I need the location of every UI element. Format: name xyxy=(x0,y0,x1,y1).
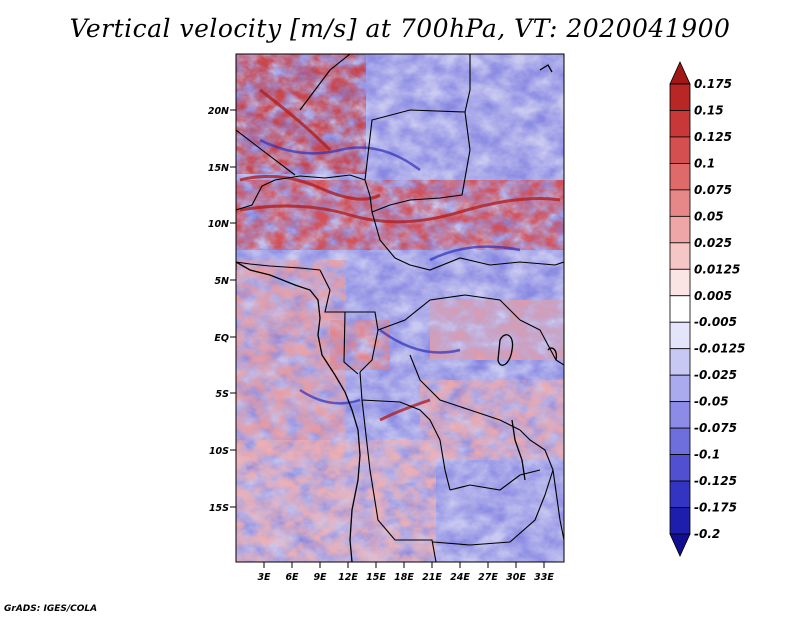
lat-label-20n: 20N xyxy=(208,106,229,117)
colorbar-label: -0.075 xyxy=(694,421,737,435)
colorbar-swatch xyxy=(669,163,691,191)
lon-label-6e: 6E xyxy=(285,572,299,583)
colorbar-label: -0.175 xyxy=(694,501,737,515)
colorbar-label: -0.1 xyxy=(694,448,720,462)
lat-ticks xyxy=(230,109,236,508)
lat-label-5n: 5N xyxy=(214,276,229,287)
lat-label-eq: EQ xyxy=(214,333,229,344)
colorbar-swatch xyxy=(669,215,691,244)
colorbar-swatch xyxy=(669,533,691,557)
colorbar-label: 0.025 xyxy=(694,236,732,250)
lat-label-15n: 15N xyxy=(208,163,229,174)
colorbar-label: -0.05 xyxy=(694,395,729,409)
colorbar-swatch xyxy=(669,427,691,455)
lat-label-10s: 10S xyxy=(209,446,229,457)
colorbar-label: -0.005 xyxy=(694,315,737,329)
colorbar-swatch xyxy=(669,136,691,164)
velocity-field xyxy=(236,54,564,562)
colorbar-label: 0.075 xyxy=(694,183,732,197)
colorbar-label: 0.05 xyxy=(694,209,724,223)
lon-label-30e: 30E xyxy=(506,572,526,583)
colorbar-label: -0.125 xyxy=(694,474,737,488)
lat-labels: 20N 15N 10N 5N EQ 5S 10S 15S xyxy=(208,106,229,514)
lon-ticks xyxy=(263,562,545,568)
lon-label-3e: 3E xyxy=(257,572,271,583)
country-borders xyxy=(236,54,564,562)
colorbar: 0.175 0.15 0.125 0.1 0.075 0.05 0.025 0.0125 0.0… xyxy=(669,61,745,557)
colorbar-swatch xyxy=(669,374,691,403)
colorbar-swatch xyxy=(669,242,691,270)
map-frame xyxy=(235,53,565,563)
colorbar-label: 0.15 xyxy=(694,103,724,117)
lon-label-33e: 33E xyxy=(534,572,554,583)
chart-title: Vertical velocity [m/s] at 700hPa, VT: 2… xyxy=(69,14,731,43)
colorbar-label: 0.175 xyxy=(694,77,732,91)
colorbar-label: 0.125 xyxy=(694,130,732,144)
lon-label-9e: 9E xyxy=(313,572,327,583)
colorbar-swatch xyxy=(669,321,691,350)
lat-label-15s: 15S xyxy=(209,503,229,514)
colorbar-swatch xyxy=(669,61,691,85)
colorbar-label: 0.1 xyxy=(694,156,715,170)
colorbar-swatch xyxy=(669,401,691,429)
lat-label-5s: 5S xyxy=(216,389,230,400)
lat-label-10n: 10N xyxy=(208,219,229,230)
lon-label-12e: 12E xyxy=(338,572,358,583)
lon-label-18e: 18E xyxy=(394,572,414,583)
colorbar-label: -0.025 xyxy=(694,368,737,382)
colorbar-swatch xyxy=(669,507,691,535)
grads-credit: GrADS: IGES/COLA xyxy=(4,604,98,614)
colorbar-label: 0.005 xyxy=(694,289,732,303)
colorbar-label: -0.2 xyxy=(694,527,720,541)
lon-label-21e: 21E xyxy=(422,572,442,583)
colorbar-label: -0.0125 xyxy=(694,342,745,356)
lon-labels: 3E 6E 9E 12E 15E 18E 21E 24E 27E 30E 33E xyxy=(257,572,554,583)
colorbar-swatch xyxy=(669,295,691,323)
lon-label-27e: 27E xyxy=(478,572,498,583)
colorbar-swatch xyxy=(669,454,691,482)
lon-label-24e: 24E xyxy=(450,572,470,583)
colorbar-swatch xyxy=(669,83,691,111)
colorbar-swatch xyxy=(669,189,691,217)
coastline xyxy=(236,64,558,562)
lon-label-15e: 15E xyxy=(366,572,386,583)
colorbar-swatch xyxy=(669,268,691,297)
colorbar-swatch xyxy=(669,480,691,508)
colorbar-swatch xyxy=(669,348,691,376)
colorbar-swatch xyxy=(669,110,691,138)
colorbar-label: 0.0125 xyxy=(694,262,740,276)
